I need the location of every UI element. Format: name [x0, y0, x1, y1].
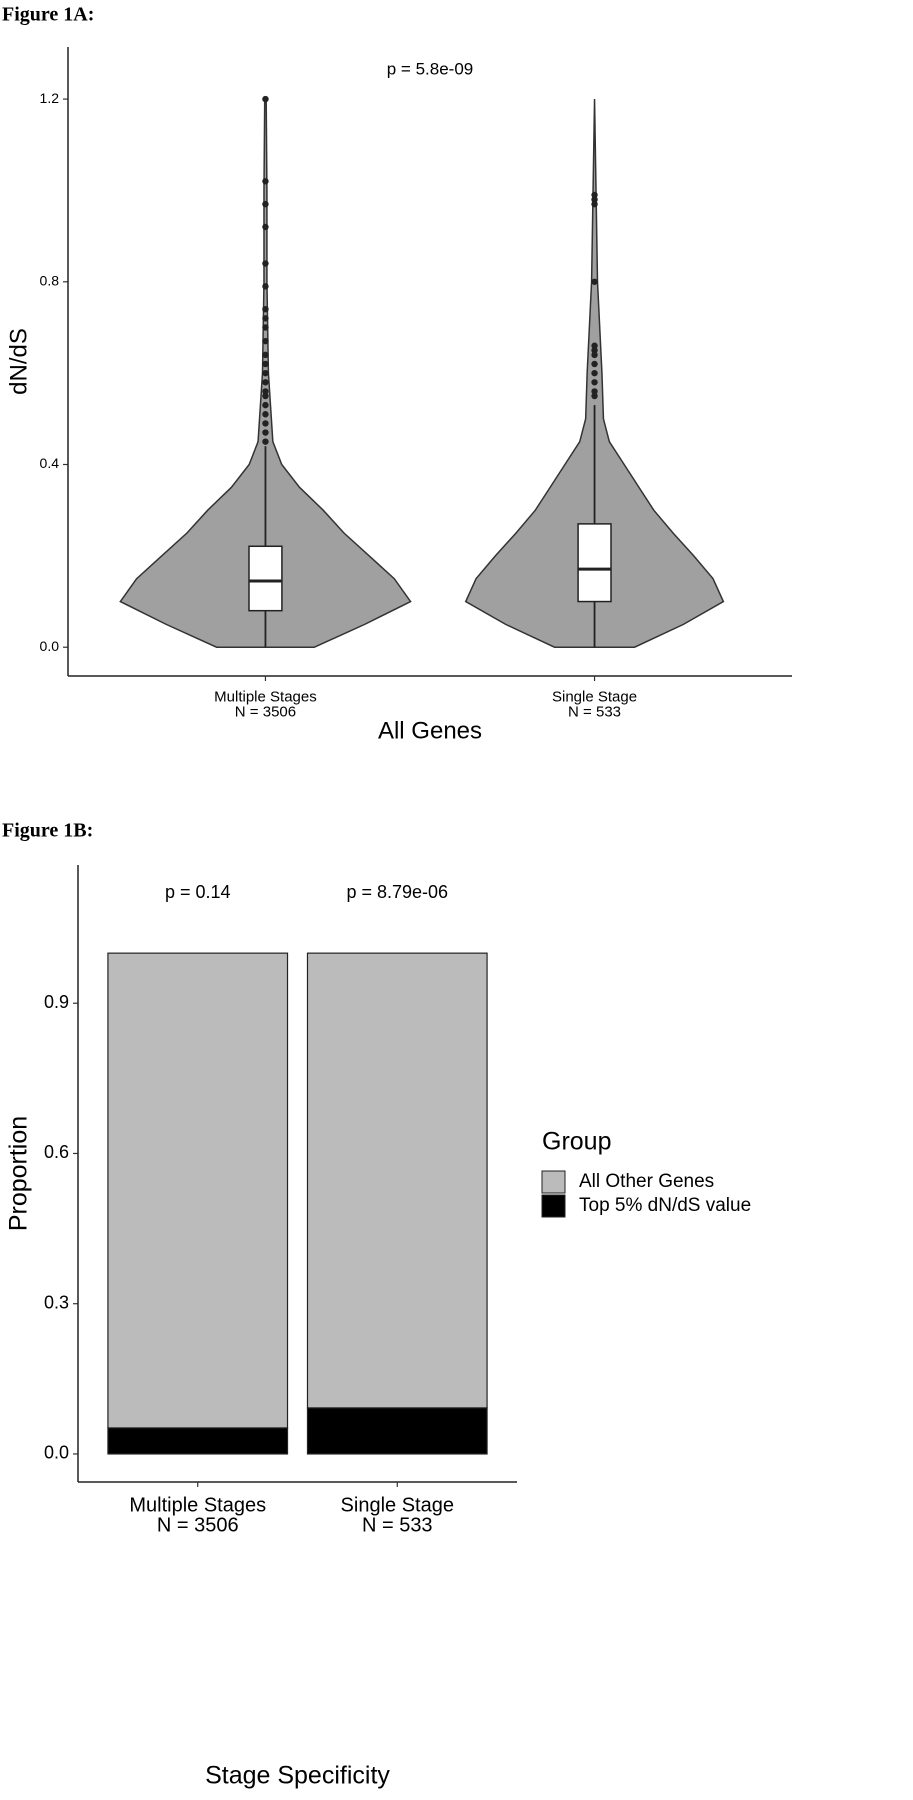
x-tick-sublabel: N = 3506 [157, 1514, 239, 1536]
y-tick-label: 0.6 [44, 1142, 69, 1162]
figure-label: Figure 1B: [2, 820, 93, 842]
y-tick-label: 0.8 [40, 272, 60, 288]
legend-label: Top 5% dN/dS value [579, 1195, 751, 1216]
outlier [591, 369, 598, 377]
x-tick-label: Multiple Stages [129, 1494, 266, 1516]
legend-title: Group [542, 1128, 611, 1156]
outlier [262, 360, 269, 368]
y-tick-label: 0.4 [40, 455, 60, 471]
bar-segment [107, 952, 289, 1429]
outlier [591, 392, 598, 400]
x-tick-sublabel: N = 533 [362, 1514, 433, 1536]
bar-segment [107, 1427, 289, 1455]
bar-segment [306, 952, 488, 1409]
outlier [591, 342, 598, 349]
outlier [262, 200, 269, 208]
x-axis-title: All Genes [378, 717, 482, 744]
outlier [262, 260, 269, 267]
outlier [591, 351, 598, 359]
x-tick-label: Multiple Stages [214, 688, 317, 705]
outlier [262, 420, 269, 427]
outlier [262, 223, 269, 231]
x-tick-label: Single Stage [552, 688, 637, 705]
y-tick-label: 0.0 [40, 638, 60, 654]
outlier [591, 196, 598, 203]
y-tick-label: 0.0 [44, 1443, 69, 1463]
outlier [591, 360, 598, 368]
outlier [591, 191, 598, 199]
outlier [262, 315, 269, 322]
annotation: p = 5.8e-09 [387, 59, 474, 78]
x-tick-label: Single Stage [341, 1494, 454, 1516]
x-axis-title: Stage Specificity [205, 1762, 390, 1790]
figure-label: Figure 1A: [2, 4, 94, 26]
outlier [591, 379, 598, 386]
outlier [262, 337, 269, 345]
outlier [262, 401, 269, 409]
outlier [262, 178, 269, 185]
outlier [591, 278, 598, 285]
outlier [262, 388, 269, 395]
legend-swatch [541, 1194, 566, 1218]
legend-label: All Other Genes [579, 1171, 714, 1192]
outlier [262, 429, 269, 436]
outlier [591, 347, 598, 354]
legend-swatch [541, 1170, 566, 1194]
outlier [262, 305, 269, 313]
y-axis-title: Proportion [5, 1116, 33, 1231]
annotation: p = 0.14 [165, 882, 231, 902]
outlier [262, 369, 269, 377]
outlier [262, 283, 269, 290]
x-tick-sublabel: N = 533 [568, 703, 621, 720]
y-tick-label: 0.9 [44, 992, 69, 1012]
box [248, 545, 283, 612]
x-tick-sublabel: N = 3506 [235, 703, 296, 720]
outlier [262, 411, 269, 418]
outlier [262, 95, 269, 103]
outlier [262, 392, 269, 400]
outlier [262, 351, 269, 359]
annotation: p = 8.79e-06 [346, 882, 448, 902]
bar-segment [306, 1407, 488, 1455]
box [577, 523, 612, 603]
y-axis-title: dN/dS [5, 328, 32, 395]
outlier [262, 379, 269, 386]
outlier [591, 388, 598, 395]
y-tick-label: 1.2 [40, 90, 60, 106]
outlier [591, 200, 598, 208]
y-tick-label: 0.3 [44, 1292, 69, 1312]
outlier [262, 438, 269, 445]
outlier [262, 324, 269, 331]
